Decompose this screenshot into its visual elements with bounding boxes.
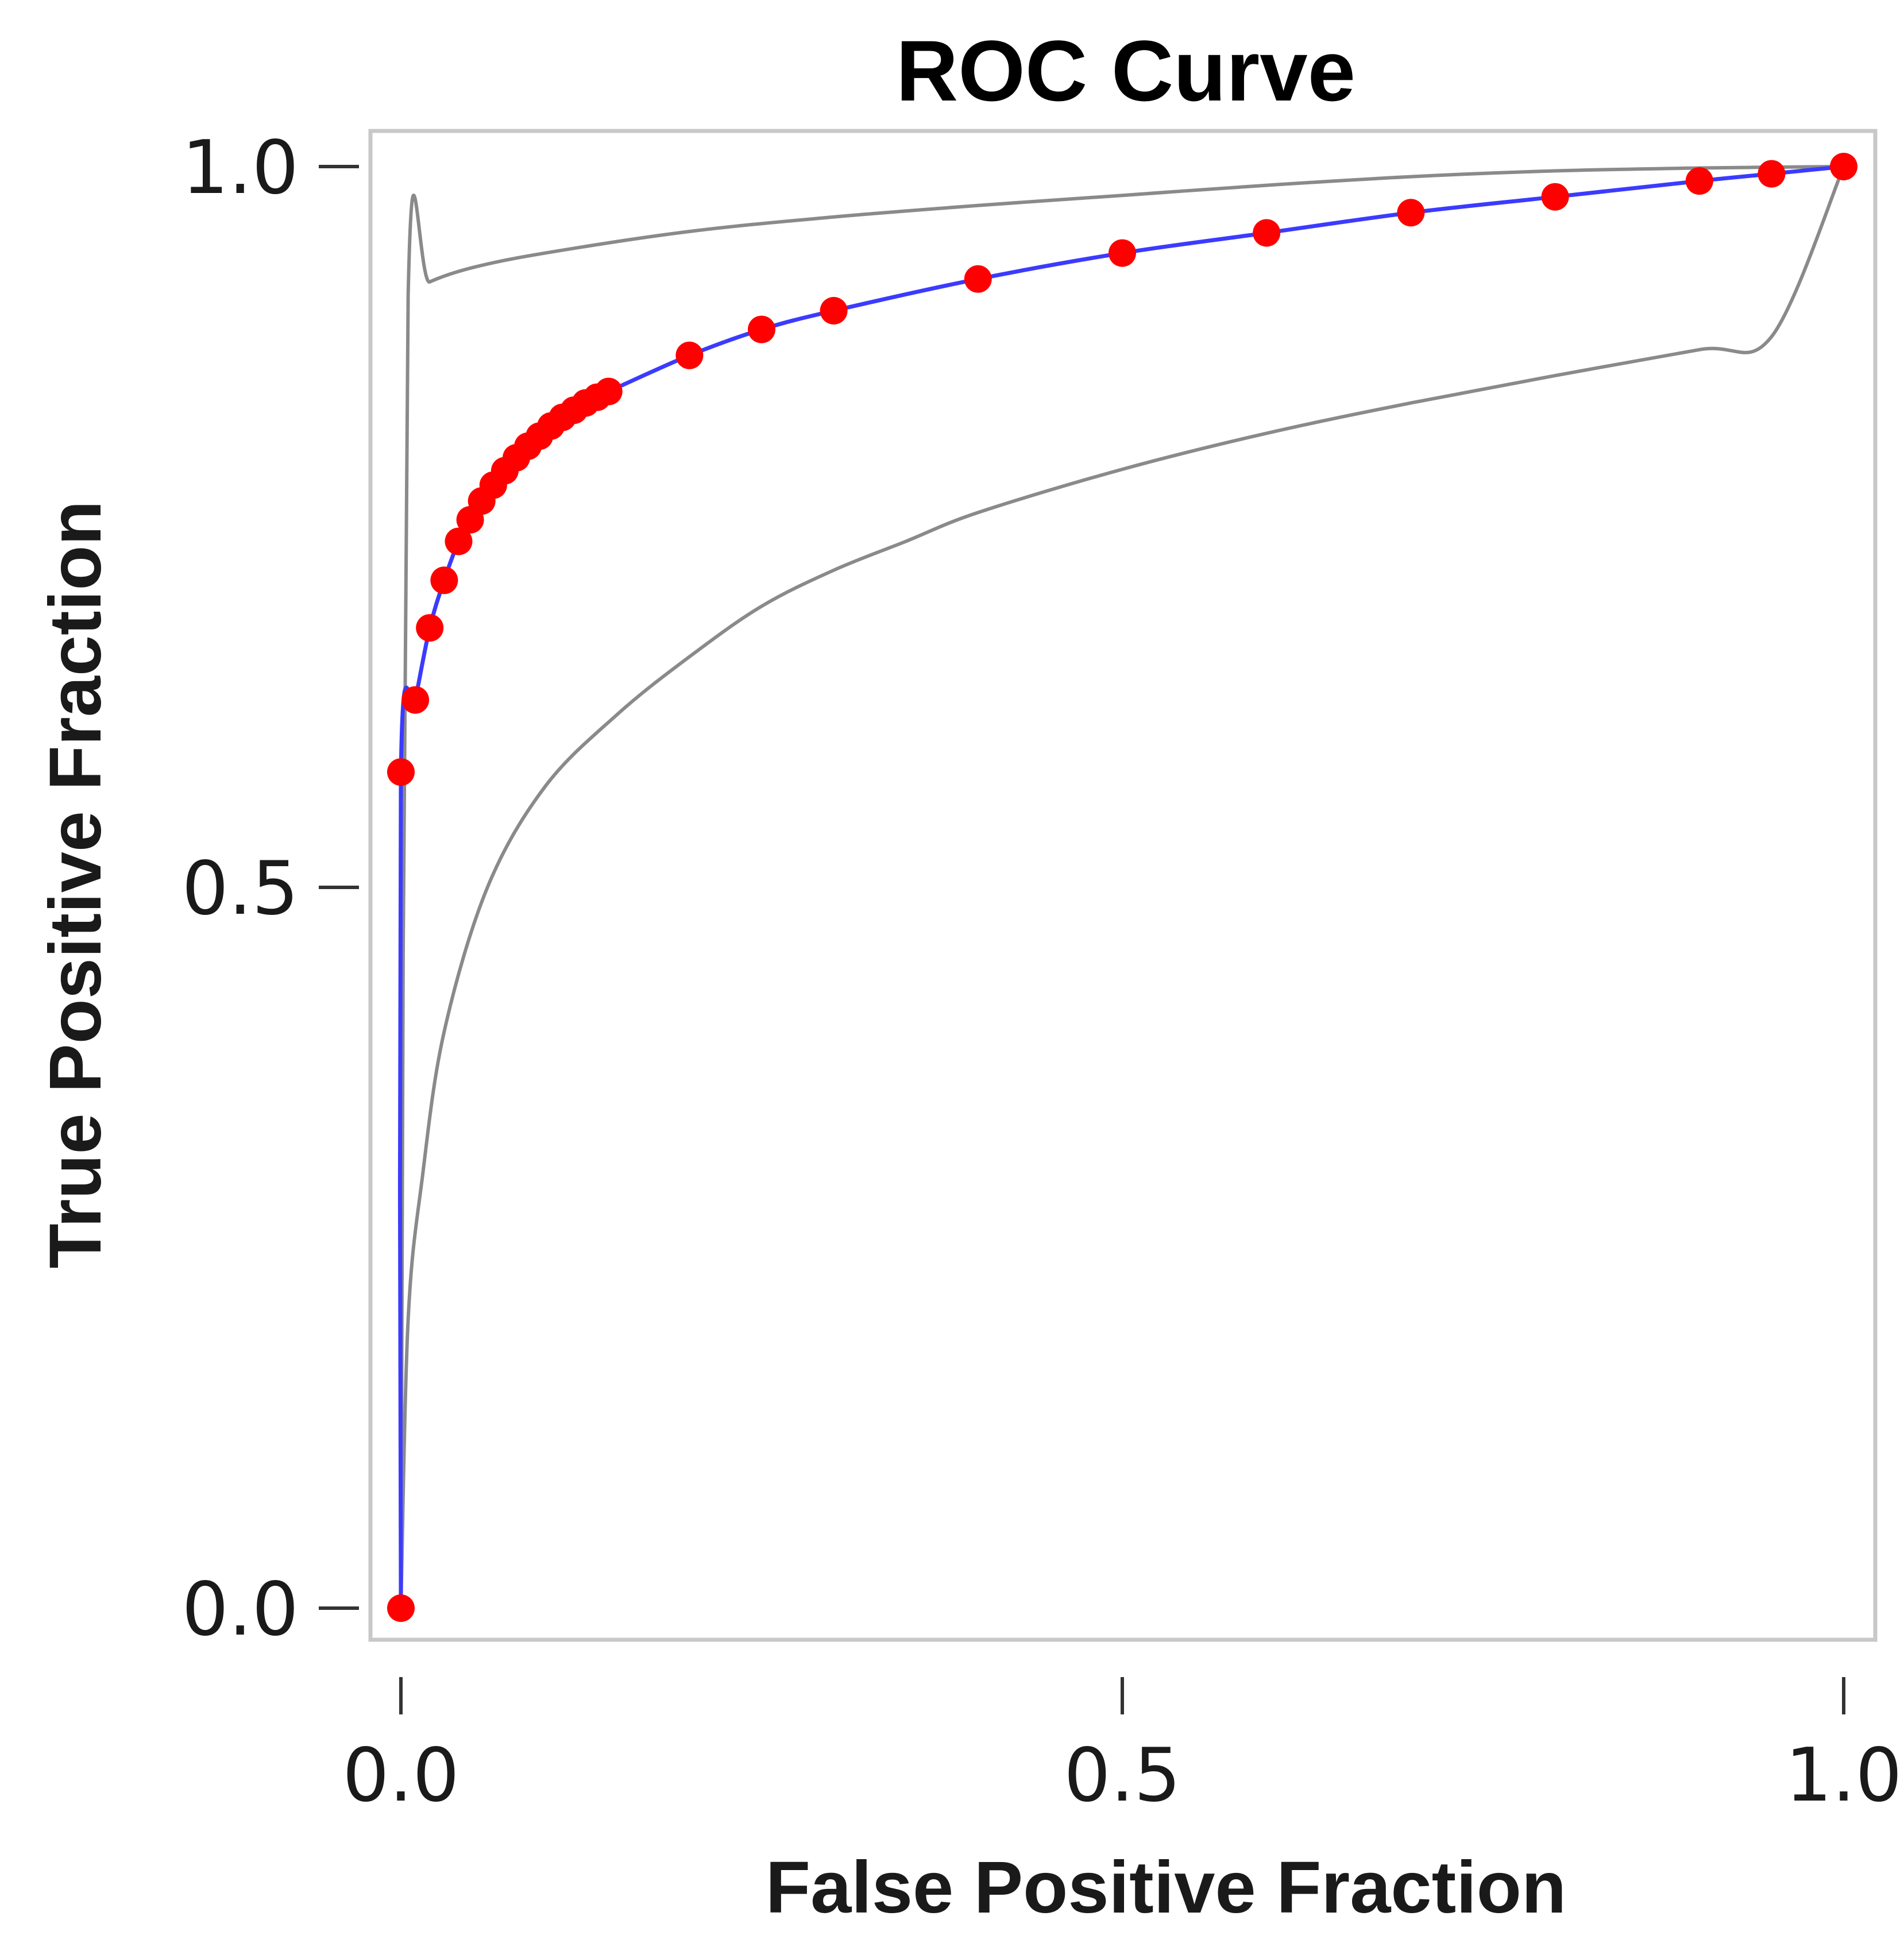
roc-point (401, 686, 430, 714)
y-tick-label: 0.5 (181, 846, 299, 932)
y-axis: 0.0 0.5 1.0 (181, 125, 359, 1652)
x-tick-label: 0.5 (1064, 1733, 1181, 1818)
y-tick-label: 1.0 (181, 125, 299, 211)
y-tick-label: 0.0 (181, 1567, 299, 1652)
roc-point (675, 341, 704, 369)
marker-layer (387, 153, 1857, 1622)
x-tick-label: 0.0 (342, 1733, 459, 1818)
roc-point (1541, 183, 1569, 211)
roc-point (1397, 199, 1425, 227)
roc-point (1109, 239, 1136, 267)
roc-point (416, 614, 444, 642)
x-axis-label: False Positive Fraction (766, 1847, 1566, 1929)
roc-point (748, 315, 775, 343)
roc-point (964, 265, 992, 293)
roc-point (1685, 167, 1713, 195)
roc-point (430, 566, 458, 594)
roc-point (1830, 153, 1857, 180)
roc-point (1253, 219, 1281, 247)
upper-bound-line (399, 165, 1845, 1610)
roc-point (1758, 160, 1786, 188)
plot-area-frame (368, 129, 1878, 1642)
chart-title: ROC Curve (896, 22, 1355, 119)
roc-point (387, 758, 415, 786)
lower-bound-line (399, 165, 1845, 1610)
y-axis-label: True Positive Fraction (34, 500, 117, 1268)
roc-point (594, 377, 623, 405)
roc-point (387, 1594, 415, 1622)
x-axis: 0.0 0.5 1.0 (342, 1677, 1902, 1818)
x-tick-label: 1.0 (1785, 1733, 1902, 1818)
roc-point (445, 527, 473, 555)
roc-point (820, 297, 848, 325)
